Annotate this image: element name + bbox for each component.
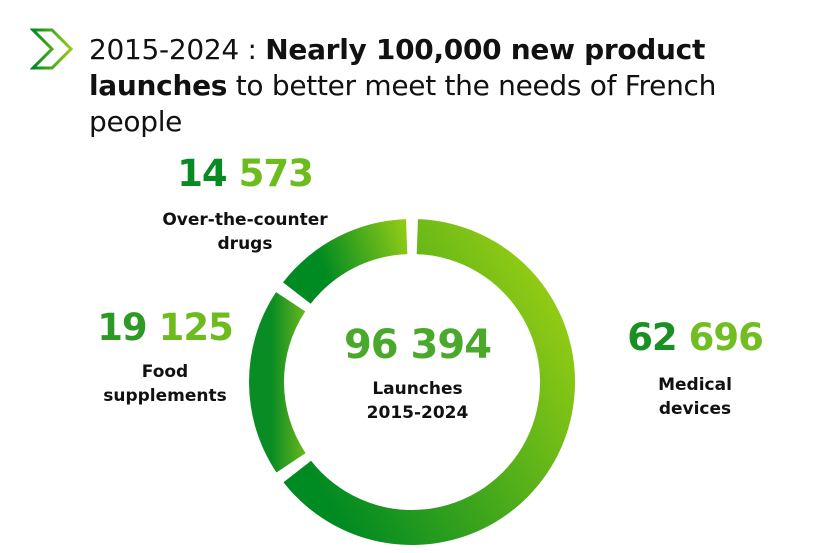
title-years: 2015-2024 : xyxy=(89,33,266,66)
food-label-line1: Food xyxy=(141,362,189,382)
title-bold: Nearly 100,000 new product launches xyxy=(89,33,706,102)
slice-food-supplements xyxy=(249,292,306,473)
otc-value-part2: 573 xyxy=(238,152,314,195)
chart-title: 2015-2024 : Nearly 100,000 new product l… xyxy=(89,32,789,140)
medical-label: Medical devices xyxy=(610,373,780,421)
otc-label-line1: Over-the-counter xyxy=(162,210,328,230)
slice-otc-drugs xyxy=(282,219,408,304)
medical-value: 62 696 xyxy=(610,316,780,359)
food-value-part1: 19 xyxy=(97,306,147,349)
food-label-line2: supplements xyxy=(103,386,227,406)
title-rest: to better meet the needs of French peopl… xyxy=(89,69,717,138)
otc-label-line2: drugs xyxy=(217,234,273,254)
otc-value: 14 573 xyxy=(170,152,320,195)
otc-label: Over-the-counter drugs xyxy=(140,208,350,256)
medical-label-line1: Medical xyxy=(658,375,732,395)
otc-value-part1: 14 xyxy=(177,152,227,195)
medical-value-part1: 62 xyxy=(627,316,677,359)
total-label-line1: Launches xyxy=(372,379,463,399)
chevron-right-icon xyxy=(30,28,74,70)
total-label-line2: 2015-2024 xyxy=(366,403,469,423)
total-label: Launches 2015-2024 xyxy=(330,377,505,425)
food-value-part2: 125 xyxy=(158,306,234,349)
medical-value-part2: 696 xyxy=(688,316,764,359)
medical-label-line2: devices xyxy=(658,399,732,419)
total-value: 96 394 xyxy=(343,322,492,368)
food-value: 19 125 xyxy=(90,306,240,349)
food-label: Food supplements xyxy=(75,360,255,408)
